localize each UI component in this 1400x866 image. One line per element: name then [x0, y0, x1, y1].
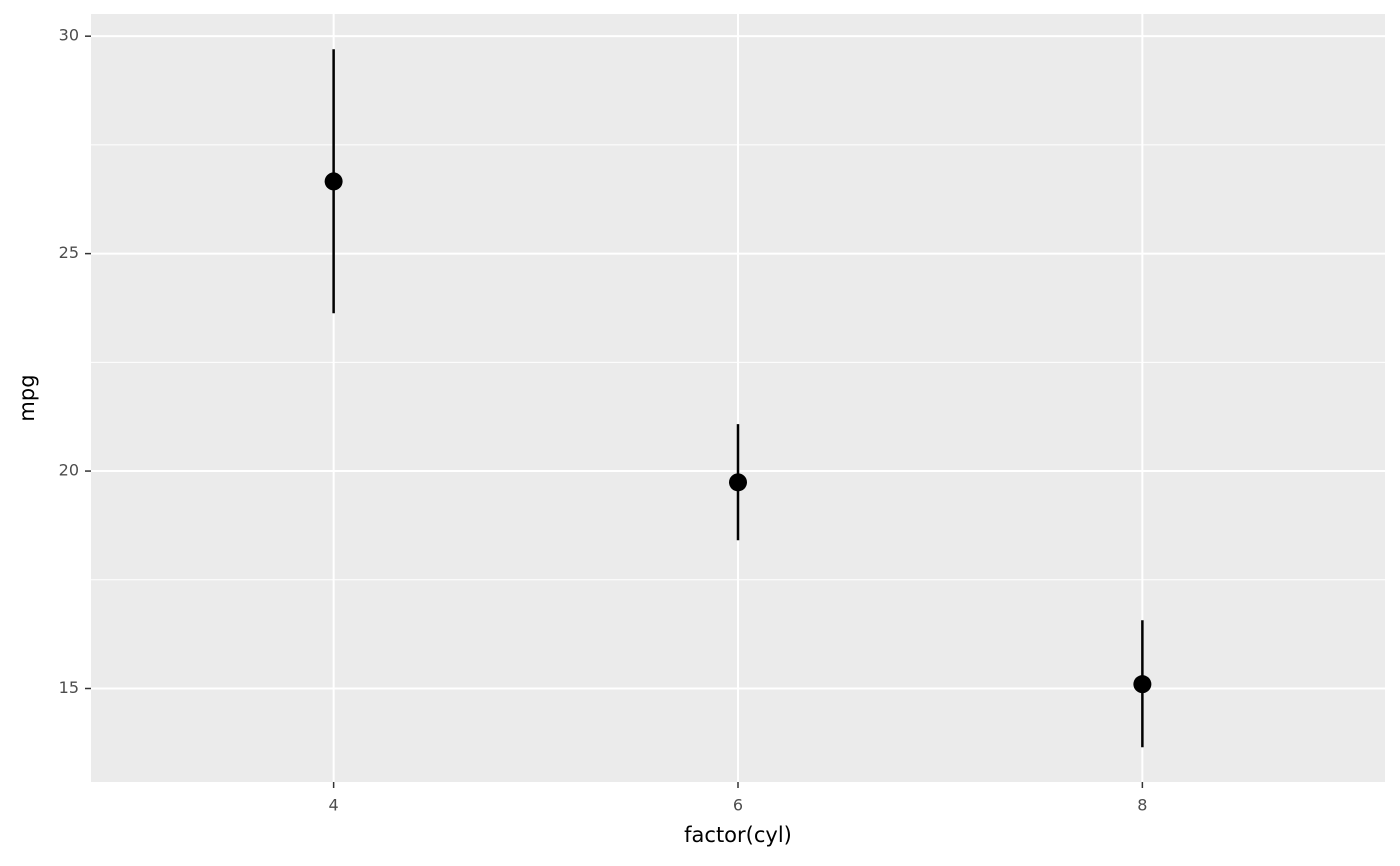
y-tick-label: 25 [59, 243, 79, 262]
y-axis-title: mpg [15, 374, 39, 421]
y-tick-label: 20 [59, 461, 79, 480]
y-tick-label: 30 [59, 26, 79, 45]
x-tick-label: 4 [329, 796, 339, 815]
point [324, 172, 343, 191]
point [729, 473, 747, 492]
point [1133, 675, 1152, 694]
x-axis-title: factor(cyl) [684, 823, 792, 847]
x-tick-label: 8 [1137, 796, 1147, 815]
x-tick-label: 6 [733, 796, 743, 815]
y-tick-label: 15 [59, 678, 79, 697]
